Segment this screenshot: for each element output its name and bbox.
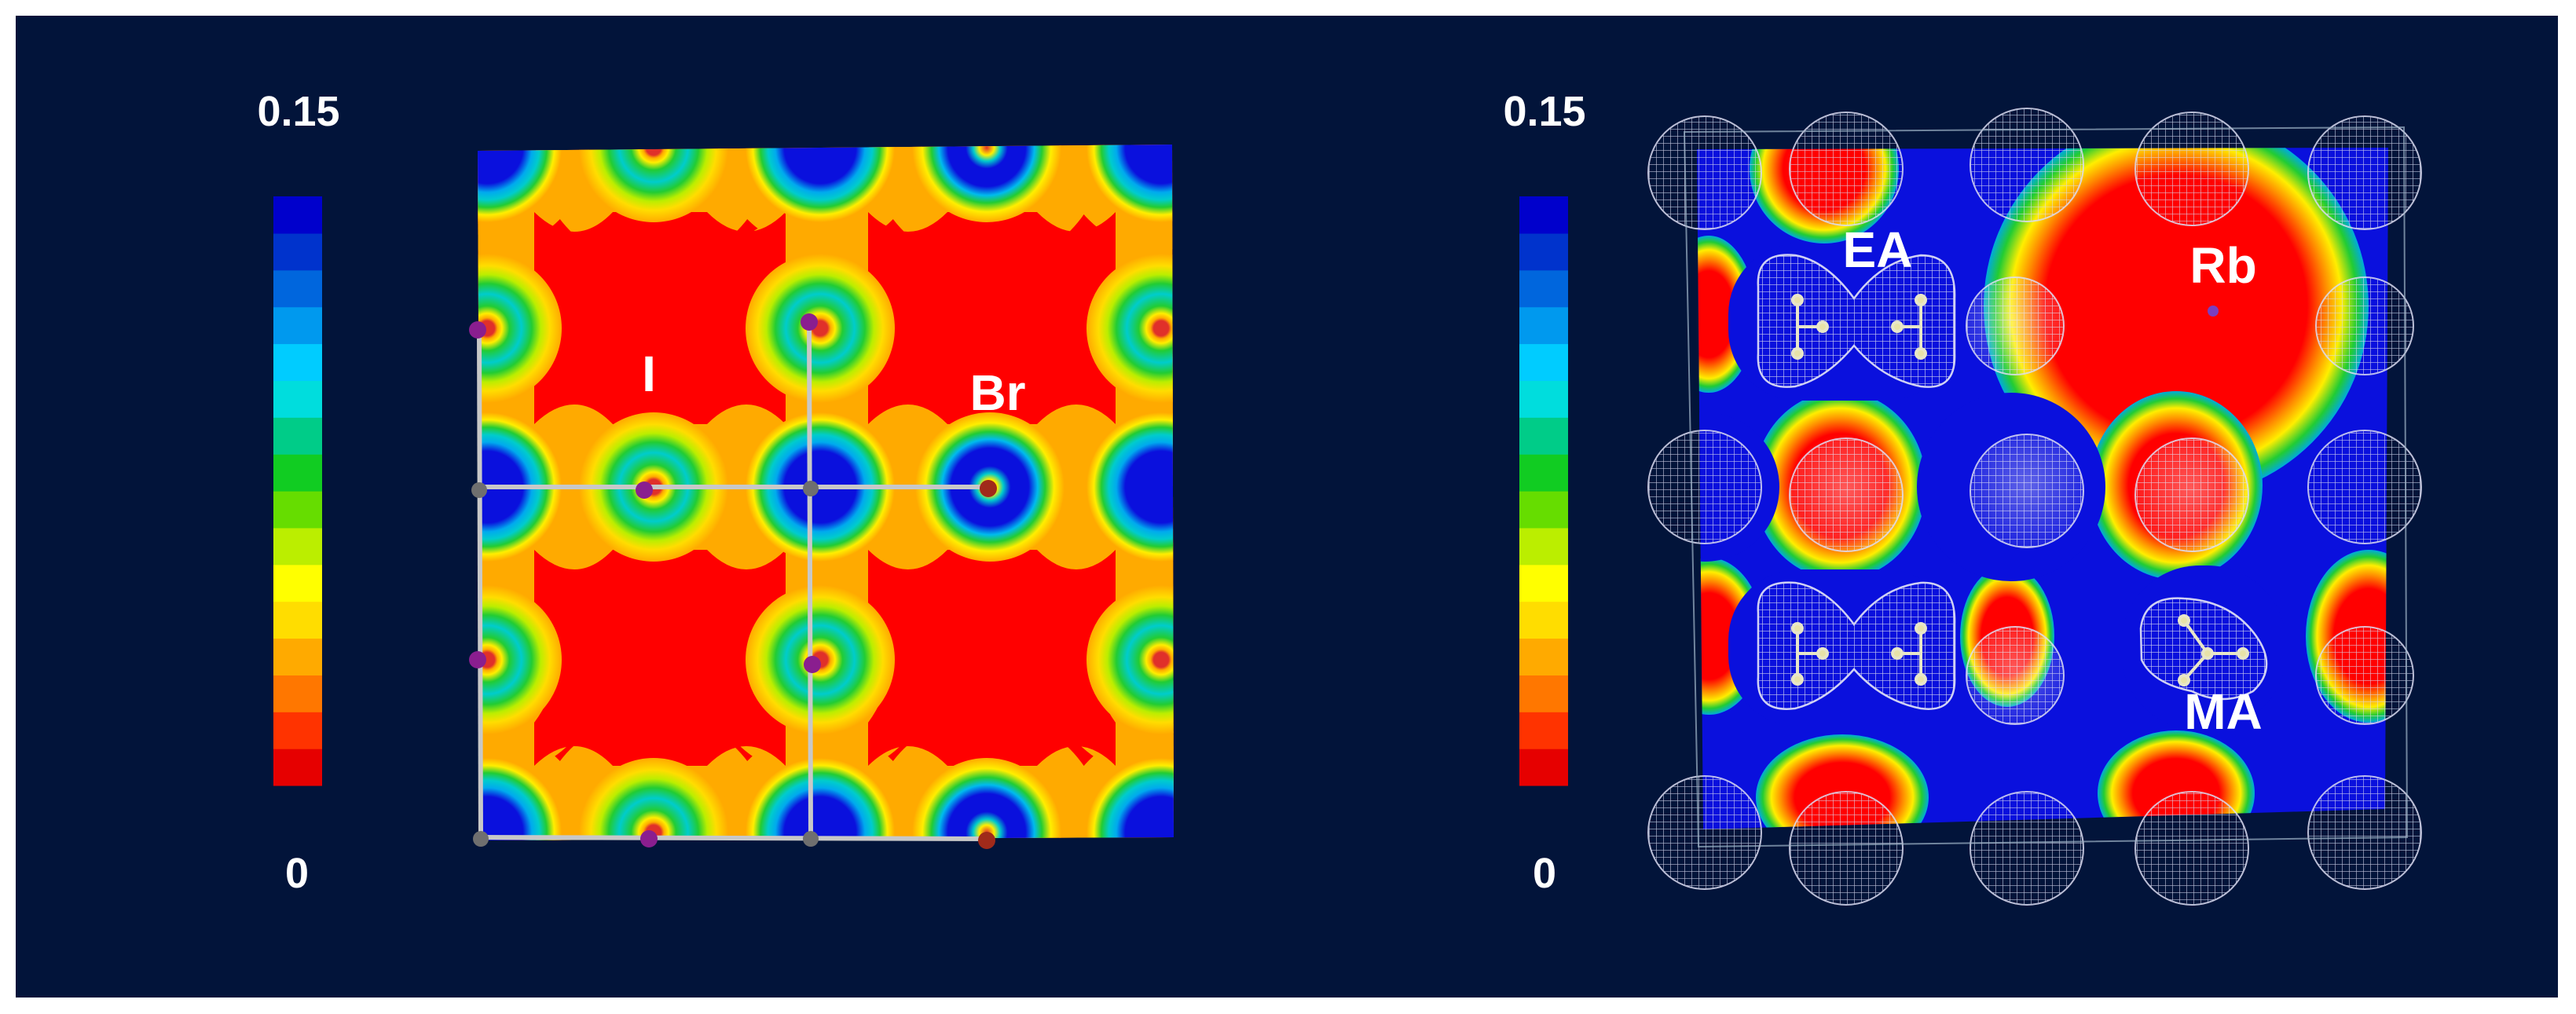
scale-swatch (273, 417, 322, 455)
scale-swatch (273, 343, 322, 381)
scale-swatch (1519, 417, 1568, 455)
scale-swatch (1519, 269, 1568, 308)
lattice-atoms (469, 313, 997, 849)
scale-swatch (1519, 232, 1568, 271)
scale-swatch (273, 601, 322, 639)
scale-swatch (273, 454, 322, 492)
scale-swatch (1519, 306, 1568, 345)
scale-swatch (273, 269, 322, 308)
scale-swatch (273, 232, 322, 271)
figure-canvas: 0.15 0 (257, 88, 2422, 906)
scale-swatch (1519, 749, 1568, 786)
lattice-bonds (477, 321, 991, 841)
scale-min-label-right: 0 (1533, 850, 1556, 897)
scale-swatch (1519, 454, 1568, 492)
label-ma: MA (2184, 683, 2263, 740)
scale-swatch (273, 527, 322, 566)
scale-swatch (1519, 675, 1568, 712)
scale-swatch (1519, 491, 1568, 529)
scale-swatch (273, 638, 322, 675)
scale-swatch (1519, 601, 1568, 639)
elf-map-right: EA Rb MA (1647, 108, 2422, 906)
scale-swatch (1519, 638, 1568, 675)
scale-swatch (1519, 527, 1568, 566)
isosurface-mesh (1647, 108, 2422, 906)
scale-swatch (273, 380, 322, 418)
label-rb: Rb (2189, 237, 2256, 294)
color-scale-left (273, 196, 322, 786)
scale-swatch (273, 712, 322, 749)
scale-swatch (273, 491, 322, 529)
scale-swatch (273, 196, 322, 234)
scale-swatch (273, 675, 322, 712)
scale-swatch (273, 749, 322, 786)
scale-max-label-left: 0.15 (257, 88, 339, 135)
scale-swatch (1519, 380, 1568, 418)
scale-swatch (273, 564, 322, 602)
elf-map-left: I Br (469, 145, 1174, 849)
scale-min-label-left: 0 (285, 850, 309, 897)
figure-panel: 0.15 0 (16, 16, 2558, 998)
scale-max-label-right: 0.15 (1503, 88, 1585, 135)
label-bromine: Br (969, 364, 1025, 421)
scale-swatch (1519, 712, 1568, 749)
scale-swatch (1519, 564, 1568, 602)
label-iodine: I (642, 346, 656, 402)
lead-sites (478, 145, 1174, 840)
scale-swatch (273, 306, 322, 345)
scale-swatch (1519, 196, 1568, 234)
rb-atom (2208, 306, 2219, 317)
scale-swatch (1519, 343, 1568, 381)
unit-cell-outline (1683, 126, 2409, 848)
label-ea: EA (1843, 221, 1913, 278)
color-scale-right (1519, 196, 1568, 786)
